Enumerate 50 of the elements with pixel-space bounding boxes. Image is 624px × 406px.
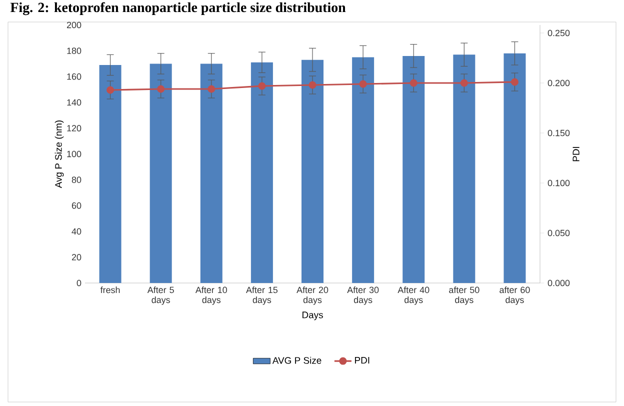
y-tick-label: 200	[66, 22, 82, 28]
y-tick-label: 0	[76, 280, 82, 286]
point	[157, 85, 165, 93]
bar	[250, 62, 273, 283]
bar	[453, 54, 476, 283]
y2-tick-label: 0.150	[548, 130, 570, 136]
y2-tick-label: 0.050	[548, 230, 570, 236]
y2-axis-title: PDI	[572, 146, 580, 162]
y-tick-label: 100	[67, 150, 82, 158]
bar	[504, 53, 526, 283]
x-axis-title: Days	[302, 312, 323, 320]
x-tick-label: After 5 days	[147, 286, 174, 305]
x-tick-label: After 30 days	[347, 286, 379, 305]
y-tick-label: 60	[72, 202, 82, 209]
chart-title: Fig. 2: ketoprofen nanoparticle particle size distribution	[10, 2, 346, 16]
point	[258, 82, 266, 90]
bar	[352, 57, 374, 283]
x-tick-label: fresh	[100, 286, 120, 294]
point	[359, 80, 367, 88]
bar	[99, 64, 122, 283]
y-tick-label: 160	[67, 73, 82, 80]
y-axis-title: Avg P Size (nm)	[54, 120, 64, 188]
point	[510, 78, 519, 86]
bar	[200, 64, 222, 283]
point	[410, 79, 418, 87]
y2-tick-label: 0.250	[548, 30, 570, 36]
y-tick-label: 80	[72, 176, 82, 183]
y2-tick-label: 0.000	[548, 280, 570, 286]
x-tick-label: After 10 days	[195, 286, 227, 305]
x-tick-label: After 20 days	[296, 286, 328, 305]
y-tick-label: 120	[67, 125, 82, 132]
y-tick-label: 20	[72, 254, 82, 260]
bar	[150, 64, 172, 283]
y-tick-label: 140	[67, 99, 82, 106]
point	[308, 81, 316, 89]
y2-tick-label: 0.200	[548, 80, 570, 86]
x-tick-label: after 60 days	[500, 286, 530, 305]
x-tick-label: after 50 days	[449, 286, 480, 305]
point	[208, 85, 216, 93]
point	[106, 86, 114, 94]
y-tick-label: 180	[67, 48, 82, 54]
y2-tick-label: 0.100	[548, 180, 570, 186]
legend-label: PDI	[355, 357, 370, 364]
bar	[302, 60, 324, 283]
x-tick-label: After 15 days	[246, 286, 278, 305]
x-tick-label: After 40 days	[398, 286, 430, 305]
bar	[402, 56, 425, 283]
point	[460, 79, 468, 87]
legend-label: AVG P Size	[272, 356, 322, 364]
y-tick-label: 40	[72, 228, 82, 235]
